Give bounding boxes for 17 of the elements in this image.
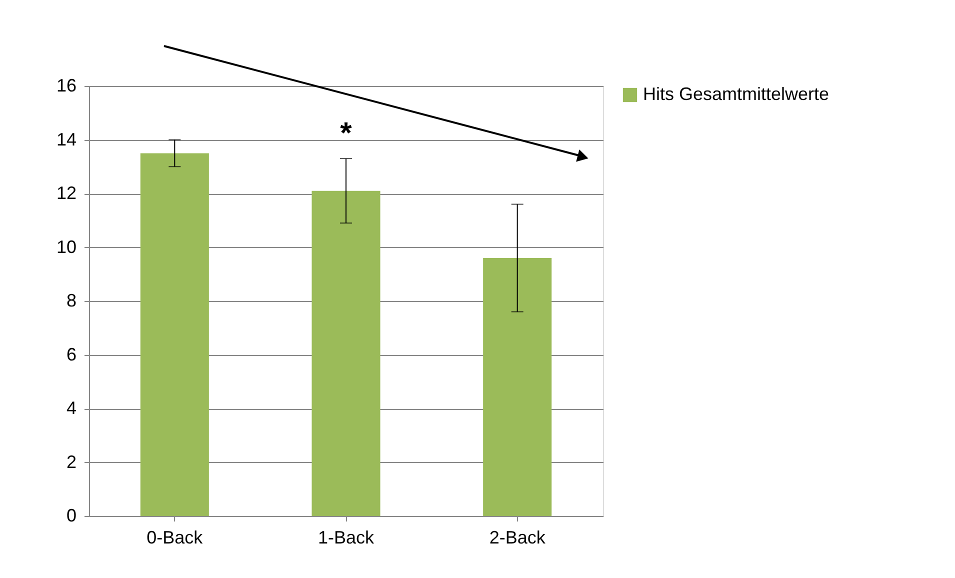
y-tick-label: 10 <box>56 236 76 257</box>
annotation: * <box>340 117 352 150</box>
y-tick-label: 16 <box>56 76 76 96</box>
x-tick-label: 0-Back <box>146 528 204 548</box>
x-tick-label: 1-Back <box>318 528 376 548</box>
x-tick-label: 2-Back <box>489 528 546 548</box>
bar <box>483 258 552 516</box>
y-tick-label: 8 <box>66 290 76 310</box>
y-tick-label: 6 <box>66 344 76 364</box>
y-tick-label: 0 <box>66 506 76 526</box>
y-tick-label: 14 <box>56 129 76 150</box>
y-tick-label: 4 <box>66 398 76 418</box>
bar <box>140 153 209 516</box>
bar <box>312 190 380 516</box>
y-tick-label: 2 <box>66 452 76 472</box>
legend-label: Hits Gesamtmittelwerte <box>643 84 830 104</box>
y-tick-label: 12 <box>56 183 76 203</box>
